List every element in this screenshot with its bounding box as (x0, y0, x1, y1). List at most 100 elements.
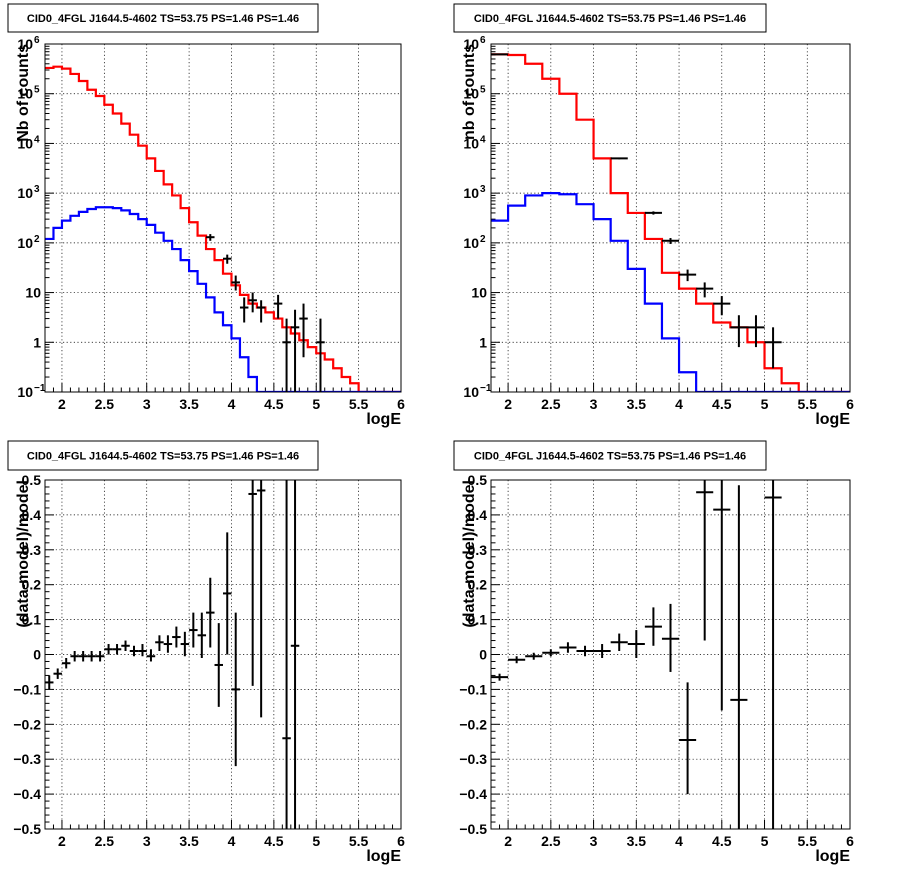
data-point (146, 649, 156, 662)
y-tick-label: 10 (463, 86, 479, 102)
data-point (231, 612, 240, 767)
data-point (70, 651, 79, 662)
x-tick-label: 6 (397, 833, 405, 849)
y-tick-label: 10 (17, 36, 33, 52)
data-point (627, 630, 645, 658)
chart-panel-1: CID0_4FGL J1644.5-4602 TS=53.75 PS=1.46 … (7, 3, 405, 428)
y-tick-label: 10 (463, 384, 479, 400)
y-tick-label: −0.5 (459, 821, 487, 837)
data-point (223, 254, 232, 264)
data-point (713, 296, 731, 316)
data-point (661, 603, 680, 672)
y-tick-label: 0.4 (22, 507, 42, 523)
y-tick-label: 10 (17, 86, 33, 102)
histogram-series-2 (491, 192, 850, 392)
x-tick-label: 5.5 (798, 396, 818, 412)
data-point (576, 645, 594, 657)
y-tick-exponent: 2 (34, 234, 40, 245)
data-point (129, 645, 139, 657)
data-point (593, 644, 611, 658)
data-point (180, 631, 190, 657)
x-axis-label: logE (366, 411, 401, 428)
data-point (87, 651, 96, 662)
x-tick-label: 3.5 (179, 833, 199, 849)
plot-area (491, 480, 782, 829)
data-point (223, 532, 232, 655)
data-point (730, 485, 748, 829)
data-point (290, 480, 300, 829)
data-point (104, 644, 113, 655)
data-point (112, 644, 122, 655)
x-axis-label: logE (366, 848, 401, 865)
x-tick-label: 6 (846, 396, 854, 412)
x-tick-label: 6 (397, 396, 405, 412)
y-tick-label: −0.2 (459, 716, 487, 732)
y-tick-label: 0.5 (468, 472, 488, 488)
data-point (61, 657, 71, 669)
x-tick-label: 2.5 (541, 396, 561, 412)
y-tick-label: 1 (479, 334, 487, 350)
chart-panel-3: CID0_4FGL J1644.5-4602 TS=53.75 PS=1.46 … (7, 440, 405, 865)
x-tick-label: 2 (58, 833, 66, 849)
x-tick-label: 3.5 (627, 833, 647, 849)
chart-title: CID0_4FGL J1644.5-4602 TS=53.75 PS=1.46 … (474, 451, 746, 463)
data-point (696, 282, 714, 298)
data-point (696, 480, 714, 641)
chart-panel-4: CID0_4FGL J1644.5-4602 TS=53.75 PS=1.46 … (453, 440, 854, 865)
y-tick-label: 10 (463, 185, 479, 201)
data-point (764, 327, 782, 369)
data-point (163, 635, 173, 653)
data-point (231, 275, 240, 291)
chart-panel-2: CID0_4FGL J1644.5-4602 TS=53.75 PS=1.46 … (453, 3, 854, 428)
y-axis-label: (data-model)/model (15, 480, 32, 628)
chart-title: CID0_4FGL J1644.5-4602 TS=53.75 PS=1.46 … (27, 13, 299, 25)
y-tick-exponent: 6 (480, 35, 486, 46)
x-tick-label: 4.5 (264, 396, 284, 412)
y-tick-label: 0.5 (22, 472, 42, 488)
y-tick-label: 0.3 (468, 542, 488, 558)
x-tick-label: 3 (143, 396, 151, 412)
data-point (764, 480, 782, 829)
x-tick-label: 2.5 (541, 833, 561, 849)
x-tick-label: 2 (504, 396, 512, 412)
y-tick-label: −0.1 (13, 681, 41, 697)
y-tick-label: −0.1 (459, 681, 487, 697)
data-point (273, 294, 283, 319)
histogram-series-1 (45, 65, 401, 392)
y-tick-exponent: 5 (34, 85, 40, 96)
x-axis-label: logE (815, 848, 850, 865)
data-point (679, 269, 697, 282)
data-point (542, 649, 560, 657)
plot-area (491, 53, 850, 392)
data-point (138, 644, 147, 657)
data-point (172, 626, 181, 648)
x-tick-label: 4 (228, 833, 236, 849)
data-point (661, 238, 680, 244)
data-point (256, 300, 266, 323)
x-tick-label: 2 (58, 396, 66, 412)
data-point (491, 673, 509, 681)
plot-area (45, 480, 300, 829)
data-point (559, 642, 577, 653)
y-tick-label: −0.3 (13, 751, 41, 767)
data-point (644, 607, 662, 646)
y-tick-exponent: 3 (480, 184, 486, 195)
data-point (197, 612, 207, 658)
y-tick-exponent: −1 (480, 383, 492, 394)
histogram-series-2 (45, 206, 401, 392)
x-tick-label: 3.5 (179, 396, 199, 412)
data-point (256, 480, 266, 718)
y-tick-exponent: 6 (34, 35, 40, 46)
plot-area (45, 65, 401, 392)
data-point (316, 318, 325, 392)
x-tick-label: 4 (675, 833, 683, 849)
x-tick-label: 5.5 (798, 833, 818, 849)
data-point (491, 53, 509, 56)
x-tick-label: 5 (312, 833, 320, 849)
plot-frame (44, 43, 402, 393)
x-tick-label: 6 (846, 833, 854, 849)
plot-frame (490, 479, 851, 830)
x-axis-label: logE (815, 411, 850, 428)
x-tick-label: 5.5 (349, 833, 369, 849)
chart-title-box (7, 440, 319, 471)
